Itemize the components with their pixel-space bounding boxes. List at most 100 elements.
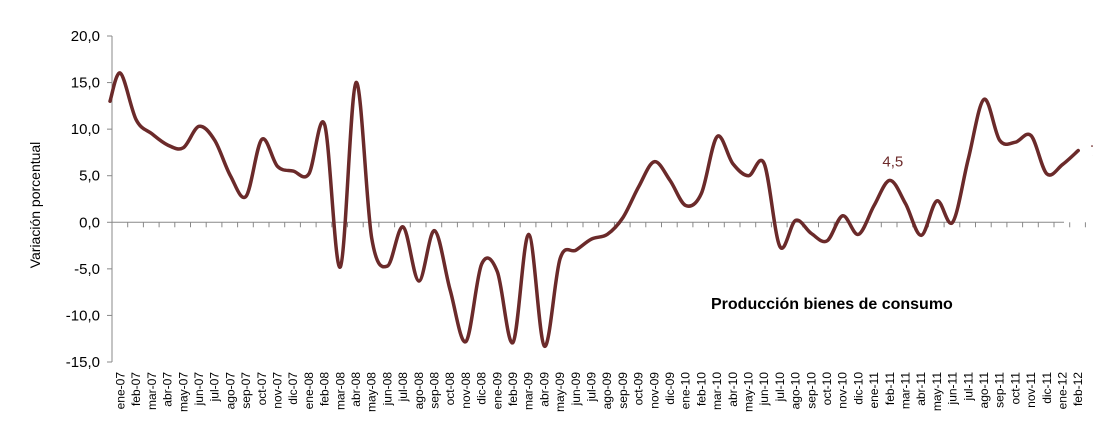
data-point — [825, 239, 829, 243]
x-tick-label: oct-07 — [255, 372, 269, 406]
series-layer: 4,5 7,7 — [108, 71, 1093, 348]
data-point — [166, 143, 170, 147]
y-axis-label: Variación porcentual — [27, 142, 43, 269]
x-tick-label: feb-11 — [883, 372, 897, 405]
y-tick-label: -15,0 — [66, 354, 100, 371]
x-tick-label: abr-09 — [537, 372, 551, 407]
data-point — [841, 214, 845, 218]
x-tick-label: ene-09 — [490, 372, 504, 410]
x-tick-label: feb-07 — [129, 372, 143, 406]
data-point — [1076, 149, 1080, 153]
data-point — [354, 81, 358, 85]
data-point — [637, 185, 641, 189]
data-point — [856, 232, 860, 236]
data-point — [197, 124, 201, 128]
series-line — [108, 71, 1080, 348]
y-tick-label: -10,0 — [66, 307, 100, 324]
x-tick-label: sep-09 — [616, 372, 630, 409]
data-point — [370, 236, 374, 240]
x-tick-label: may-10 — [742, 372, 756, 412]
x-tick-label: dic-07 — [286, 372, 300, 405]
x-tick-label: ago-11 — [977, 372, 991, 409]
data-point — [668, 178, 672, 182]
y-tick-label: 10,0 — [71, 121, 100, 138]
x-tick-label: oct-08 — [443, 372, 457, 406]
data-point — [904, 202, 908, 206]
y-tick-label: -5,0 — [74, 261, 100, 278]
data-point — [935, 199, 939, 203]
x-tick-label: mar-09 — [522, 372, 536, 410]
data-point — [605, 232, 609, 236]
y-tick-label: 5,0 — [79, 168, 100, 185]
data-point — [590, 237, 594, 241]
x-tick-label: jun-10 — [757, 372, 771, 407]
data-point — [1061, 163, 1065, 167]
x-tick-label: mar-07 — [145, 372, 159, 410]
x-tick-label: mar-10 — [710, 372, 724, 410]
x-tick-label: dic-10 — [851, 372, 865, 405]
data-point — [417, 279, 421, 283]
data-point — [762, 162, 766, 166]
x-tick-label: ene-07 — [114, 372, 128, 410]
data-point — [888, 178, 892, 182]
x-tick-label: jun-08 — [380, 372, 394, 407]
x-tick-label: ago-08 — [412, 372, 426, 410]
data-point — [1013, 140, 1017, 144]
x-tick-label: ago-10 — [789, 372, 803, 410]
series-name-label: Producción bienes de consumo — [711, 296, 953, 313]
data-point — [448, 288, 452, 292]
x-tick-label: nov-10 — [836, 372, 850, 409]
data-point — [872, 204, 876, 208]
data-point — [323, 122, 327, 126]
data-point — [794, 218, 798, 222]
x-tick-label: abr-08 — [349, 372, 363, 407]
data-point — [464, 340, 468, 344]
data-point — [998, 138, 1002, 142]
x-tick-label: may-11 — [930, 372, 944, 411]
x-tick-label: abr-07 — [161, 372, 175, 407]
x-tick-label: sep-08 — [428, 372, 442, 409]
x-tick-label: may-08 — [365, 372, 379, 412]
data-point — [966, 157, 970, 161]
x-tick-label: oct-10 — [820, 372, 834, 406]
x-tick-label: dic-08 — [475, 372, 489, 405]
data-point — [809, 231, 813, 235]
data-point — [480, 262, 484, 266]
x-tick-label: feb-12 — [1071, 372, 1085, 406]
x-tick-label: may-07 — [176, 372, 190, 412]
data-label: 4,5 — [882, 153, 903, 170]
x-tick-label: may-09 — [553, 372, 567, 412]
data-point — [338, 265, 342, 269]
data-point — [951, 220, 955, 224]
x-tick-label: abr-10 — [726, 372, 740, 407]
data-point — [244, 194, 248, 198]
data-point — [621, 216, 625, 220]
data-point — [260, 137, 264, 141]
data-point — [747, 174, 751, 178]
x-tick-label: feb-08 — [318, 372, 332, 406]
x-tick-label: nov-11 — [1024, 372, 1038, 408]
x-tick-label: jul-11 — [961, 372, 975, 402]
x-tick-label: jul-07 — [208, 372, 222, 403]
x-tick-label: ago-07 — [223, 372, 237, 410]
x-tick-label: abr-11 — [914, 372, 928, 406]
x-tick-label: mar-11 — [899, 372, 913, 409]
data-point — [150, 132, 154, 136]
data-point — [731, 162, 735, 166]
x-tick-label: mar-08 — [333, 372, 347, 410]
data-point — [778, 245, 782, 249]
x-tick-label: ene-08 — [302, 372, 316, 410]
x-tick-label: jun-09 — [569, 372, 583, 407]
data-label: 7,7 — [1090, 143, 1093, 160]
data-point — [433, 229, 437, 233]
x-tick-label: ene-11 — [867, 372, 881, 409]
y-axis: 20,0 15,0 10,0 5,0 0,0 -5,0 -10,0 -15,0 — [66, 28, 113, 371]
data-point — [699, 191, 703, 195]
x-tick-label: oct-11 — [1008, 372, 1022, 405]
x-tick-label: nov-07 — [271, 372, 285, 409]
data-point — [385, 264, 389, 268]
x-tick-label: feb-10 — [694, 372, 708, 406]
data-point — [401, 225, 405, 229]
data-point — [181, 146, 185, 150]
